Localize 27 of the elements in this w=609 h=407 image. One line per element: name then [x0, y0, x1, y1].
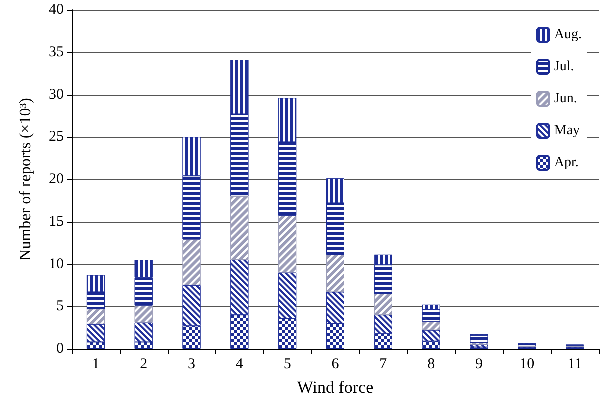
- x-axis-title: Wind force: [297, 378, 374, 397]
- legend-label: Apr.: [554, 156, 579, 170]
- x-tick-label: 2: [140, 356, 148, 372]
- legend-label: May: [554, 124, 580, 138]
- y-tick-label: 10: [49, 256, 64, 272]
- x-tick-label: 3: [188, 356, 196, 372]
- y-tick-label: 25: [49, 129, 64, 146]
- x-tick-label: 6: [332, 356, 340, 372]
- legend-label: Aug.: [554, 28, 582, 42]
- y-tick-label: 40: [49, 2, 64, 18]
- y-tick-label: 5: [56, 298, 64, 315]
- x-tick-label: 9: [475, 356, 483, 372]
- y-tick-label: 0: [56, 341, 64, 357]
- x-tick-label: 7: [380, 356, 388, 372]
- x-tick-label: 8: [428, 356, 436, 372]
- x-tick-label: 1: [92, 356, 100, 372]
- x-tick-label: 4: [236, 356, 244, 372]
- x-tick-label: 11: [568, 356, 582, 372]
- y-tick-label: 35: [49, 44, 64, 60]
- y-tick-label: 20: [49, 172, 64, 188]
- y-axis-title: Number of reports (×10³): [18, 98, 34, 261]
- y-tick-label: 30: [49, 86, 64, 103]
- y-tick-label: 15: [49, 214, 64, 230]
- x-tick-label: 10: [520, 356, 535, 372]
- legend-label: Jun.: [554, 92, 578, 106]
- legend-label: Jul.: [554, 60, 574, 74]
- x-tick-label: 5: [284, 356, 292, 372]
